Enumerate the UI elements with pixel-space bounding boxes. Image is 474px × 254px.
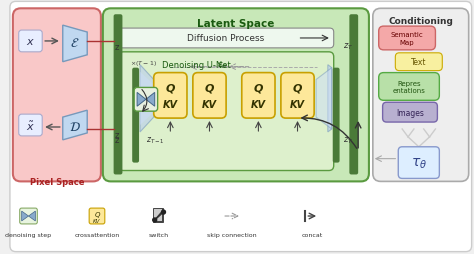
Text: $z_T$: $z_T$: [344, 135, 354, 146]
FancyBboxPatch shape: [19, 115, 42, 136]
Text: switch: switch: [148, 232, 169, 237]
FancyBboxPatch shape: [379, 73, 439, 101]
Text: Repres
entations: Repres entations: [392, 80, 426, 94]
Polygon shape: [28, 211, 36, 221]
Polygon shape: [140, 66, 154, 132]
Text: crossattention: crossattention: [74, 232, 119, 237]
FancyBboxPatch shape: [19, 31, 42, 53]
Text: Diffusion Process: Diffusion Process: [188, 34, 265, 43]
FancyBboxPatch shape: [114, 15, 122, 175]
Text: Images: Images: [396, 108, 424, 117]
Text: KV: KV: [290, 100, 305, 110]
FancyBboxPatch shape: [132, 68, 139, 163]
Text: KV: KV: [163, 100, 178, 110]
FancyBboxPatch shape: [154, 73, 187, 119]
FancyBboxPatch shape: [118, 53, 334, 171]
Text: $z_T$: $z_T$: [344, 42, 354, 52]
FancyBboxPatch shape: [395, 54, 442, 71]
FancyBboxPatch shape: [383, 103, 438, 123]
Text: z: z: [114, 130, 119, 139]
Text: denoising step: denoising step: [6, 232, 52, 237]
FancyBboxPatch shape: [281, 73, 314, 119]
Text: skip connection: skip connection: [207, 232, 257, 237]
Text: KV: KV: [202, 100, 217, 110]
Text: Q: Q: [293, 83, 302, 93]
FancyBboxPatch shape: [242, 73, 275, 119]
Polygon shape: [63, 111, 87, 140]
Text: z: z: [114, 135, 119, 144]
FancyBboxPatch shape: [373, 9, 469, 182]
Text: $\epsilon_\theta$: $\epsilon_\theta$: [217, 60, 228, 71]
Text: Q: Q: [205, 83, 214, 93]
Polygon shape: [140, 72, 154, 125]
Polygon shape: [146, 93, 155, 107]
Text: Pixel Space: Pixel Space: [30, 178, 84, 187]
FancyBboxPatch shape: [349, 15, 358, 175]
Polygon shape: [63, 26, 87, 62]
Circle shape: [153, 218, 157, 222]
Text: concat: concat: [301, 232, 323, 237]
Text: $\times(T-1)$: $\times(T-1)$: [130, 58, 157, 67]
Text: $\mathcal{E}$: $\mathcal{E}$: [70, 37, 79, 50]
Text: $\tilde{x}$: $\tilde{x}$: [26, 119, 35, 132]
Text: $x$: $x$: [26, 37, 35, 47]
Polygon shape: [328, 66, 332, 132]
Text: Latent Space: Latent Space: [197, 19, 274, 29]
Polygon shape: [316, 68, 332, 130]
Circle shape: [162, 210, 165, 214]
Text: Semantic
Map: Semantic Map: [391, 32, 423, 45]
FancyBboxPatch shape: [118, 29, 334, 49]
FancyBboxPatch shape: [398, 147, 439, 179]
Text: z: z: [114, 43, 119, 52]
FancyBboxPatch shape: [13, 9, 101, 182]
Text: $\mathcal{D}$: $\mathcal{D}$: [69, 121, 81, 134]
Text: Denoising U-Net: Denoising U-Net: [162, 60, 233, 69]
Text: Q: Q: [165, 83, 175, 93]
FancyBboxPatch shape: [333, 68, 339, 163]
Polygon shape: [22, 211, 28, 221]
Polygon shape: [153, 208, 163, 222]
Polygon shape: [154, 209, 162, 221]
Text: Conditioning: Conditioning: [388, 17, 453, 26]
Text: $\tau_\theta$: $\tau_\theta$: [411, 156, 427, 170]
Text: KV: KV: [93, 219, 100, 224]
FancyBboxPatch shape: [134, 88, 158, 112]
Text: $z_{T-1}$: $z_{T-1}$: [146, 135, 164, 146]
Text: Q: Q: [94, 211, 100, 217]
FancyBboxPatch shape: [10, 2, 472, 252]
FancyBboxPatch shape: [89, 208, 105, 224]
Text: KV: KV: [251, 100, 266, 110]
Text: Q: Q: [254, 83, 263, 93]
Text: Text: Text: [411, 58, 427, 67]
FancyBboxPatch shape: [193, 73, 226, 119]
FancyBboxPatch shape: [103, 9, 369, 182]
FancyBboxPatch shape: [20, 208, 37, 224]
Polygon shape: [137, 93, 146, 107]
FancyBboxPatch shape: [379, 27, 436, 51]
